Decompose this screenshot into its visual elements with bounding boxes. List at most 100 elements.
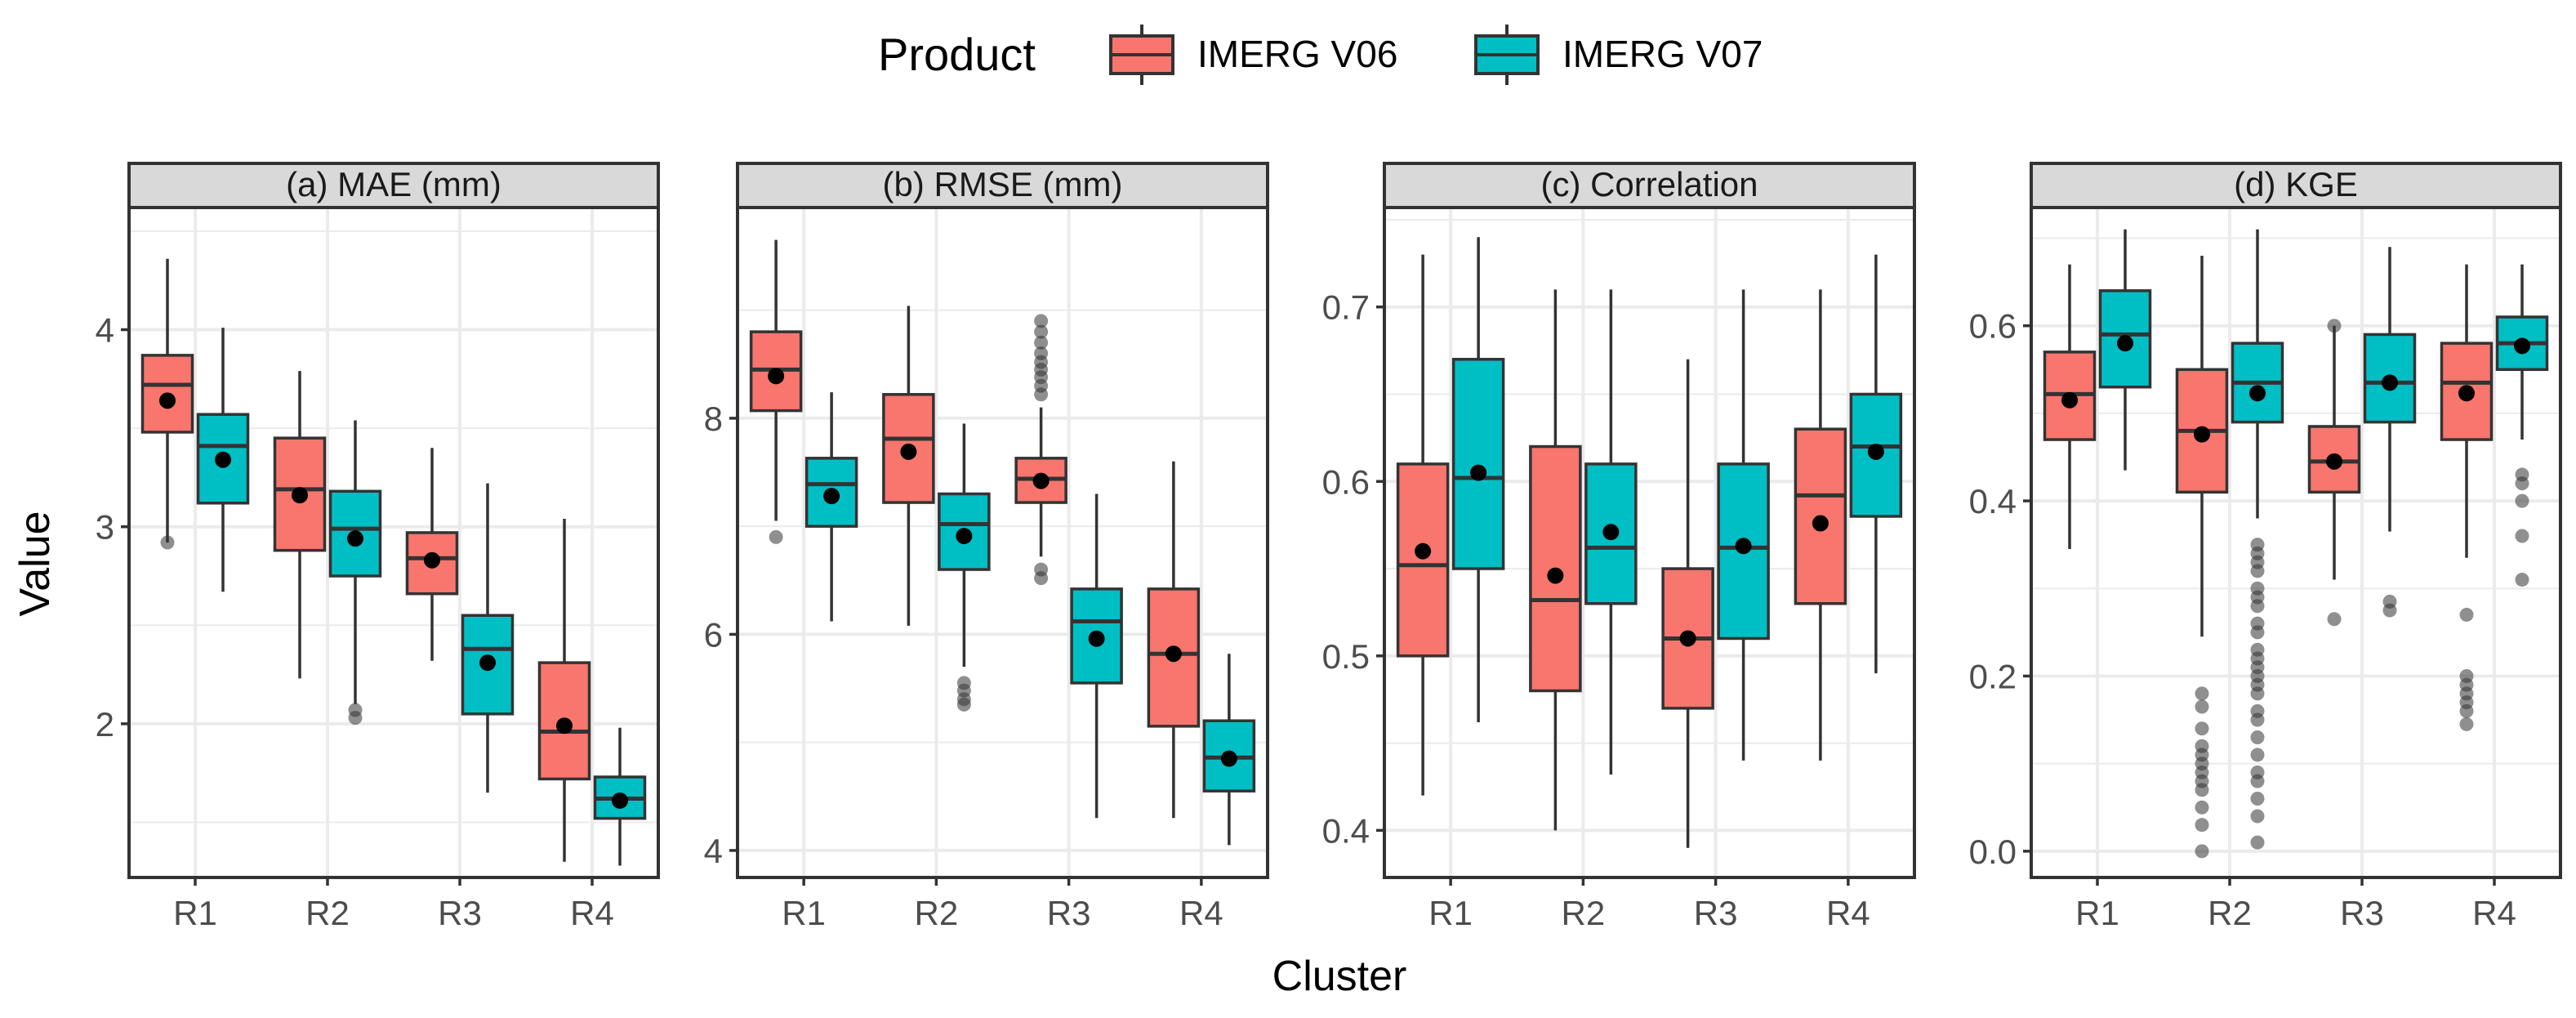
outlier-point — [2250, 564, 2265, 578]
panel-title: (b) RMSE (mm) — [883, 165, 1123, 203]
outlier-point — [2327, 612, 2342, 627]
outlier-point — [1034, 335, 1049, 350]
outlier-point — [2250, 730, 2265, 744]
box-r1-v07 — [1451, 237, 1505, 722]
y-tick-label: 4 — [704, 832, 723, 870]
x-tick-label: R1 — [782, 894, 826, 932]
x-tick-label: R4 — [570, 894, 614, 932]
mean-point — [1602, 524, 1620, 541]
y-tick-label: 3 — [96, 508, 114, 547]
box-r1-v06 — [749, 239, 803, 544]
mean-point — [2514, 337, 2530, 355]
outlier-point — [2195, 699, 2209, 714]
box-r3-v06 — [1661, 359, 1714, 848]
box-r3-v06 — [405, 448, 459, 661]
outlier-point — [2515, 476, 2529, 491]
mean-point — [159, 392, 176, 409]
outlier-point — [160, 535, 175, 550]
x-tick-label: R2 — [305, 894, 350, 932]
outlier-point — [2250, 599, 2265, 614]
x-axis-title: Cluster — [1272, 953, 1407, 1000]
x-tick-label: R4 — [1179, 894, 1223, 932]
y-tick-label: 2 — [96, 705, 114, 743]
x-tick-label: R3 — [2340, 894, 2384, 932]
box-r3-v07 — [1070, 493, 1123, 819]
y-tick-label: 0.7 — [1322, 288, 1370, 327]
outlier-point — [2250, 792, 2265, 806]
mean-point — [556, 717, 573, 734]
panel-strip — [127, 162, 660, 209]
box-r1-v07 — [196, 328, 250, 592]
box-r3-v06 — [2307, 319, 2361, 627]
outlier-point — [2459, 717, 2474, 731]
y-tick-label: 0.6 — [1322, 462, 1370, 501]
mean-point — [1220, 750, 1237, 767]
outlier-point — [348, 711, 363, 726]
mean-point — [956, 528, 973, 545]
outlier-point — [1034, 324, 1049, 339]
y-tick-label: 4 — [96, 311, 114, 350]
box-r2-v06 — [1529, 289, 1582, 831]
mean-point — [1415, 542, 1432, 560]
box-r2-v07 — [2231, 229, 2284, 850]
box-iqr — [1147, 587, 1201, 728]
legend-item-v07: IMERG V07 — [1474, 25, 1763, 85]
legend-label-v06: IMERG V06 — [1197, 33, 1397, 75]
y-tick-label: 0.0 — [1969, 833, 2017, 871]
mean-point — [1032, 472, 1050, 489]
x-tick-label: R1 — [173, 894, 217, 932]
mean-point — [823, 488, 840, 505]
box-r2-v06 — [273, 371, 327, 679]
box-r2-v06 — [882, 306, 935, 626]
x-tick-label: R2 — [915, 894, 959, 932]
x-tick-label: R2 — [2208, 894, 2252, 932]
legend-item-v06: IMERG V06 — [1109, 25, 1397, 85]
box-r2-v07 — [938, 423, 991, 712]
box-r4-v07 — [1849, 254, 1903, 674]
x-tick-label: R4 — [1826, 894, 1870, 932]
mean-point — [1470, 464, 1487, 481]
mean-point — [424, 551, 440, 569]
y-tick-label: 0.6 — [1969, 307, 2017, 346]
mean-point — [768, 368, 785, 385]
outlier-point — [2515, 573, 2529, 587]
outlier-point — [1034, 314, 1049, 328]
outlier-point — [2250, 712, 2265, 727]
panel-background — [738, 208, 1268, 877]
mean-point — [215, 451, 231, 468]
box-r4-v06 — [2440, 264, 2494, 731]
x-tick-label: R3 — [438, 894, 482, 932]
outlier-point — [2459, 703, 2474, 718]
mean-point — [1812, 515, 1829, 532]
x-tick-label: R4 — [2472, 894, 2516, 932]
outlier-point — [2195, 783, 2209, 797]
outlier-point — [2195, 686, 2209, 701]
panel-title: (a) MAE (mm) — [286, 165, 501, 203]
box-r1-v06 — [1396, 254, 1450, 796]
panel-strip — [1383, 162, 1916, 209]
mean-point — [479, 654, 496, 672]
outlier-point — [1034, 387, 1049, 402]
panels: (a) MAE (mm) 2 3 4 R1 R2 R3 R4 (b) RMSE (mm) 4 6 8 R… — [96, 162, 2562, 932]
box-iqr — [1451, 358, 1505, 570]
box-r3-v06 — [1014, 314, 1067, 586]
mean-point — [1679, 630, 1696, 647]
legend: Product IMERG V06 IMERG V07 — [878, 25, 1763, 85]
mean-point — [1547, 567, 1564, 584]
mean-point — [900, 443, 917, 460]
outlier-point — [2195, 800, 2209, 815]
box-r1-v07 — [2098, 229, 2152, 471]
outlier-point — [2327, 319, 2342, 333]
box-r4-v07 — [593, 727, 647, 866]
outlier-point — [769, 529, 783, 544]
panel-1: (a) MAE (mm) 2 3 4 R1 R2 R3 R4 — [96, 162, 660, 932]
y-tick-label: 6 — [704, 615, 723, 654]
outlier-point — [2459, 607, 2474, 622]
box-r3-v07 — [1717, 289, 1770, 761]
box-r4-v07 — [1202, 654, 1256, 846]
mean-point — [2382, 374, 2398, 391]
box-r1-v06 — [2043, 264, 2097, 550]
box-r4-v06 — [537, 519, 591, 862]
